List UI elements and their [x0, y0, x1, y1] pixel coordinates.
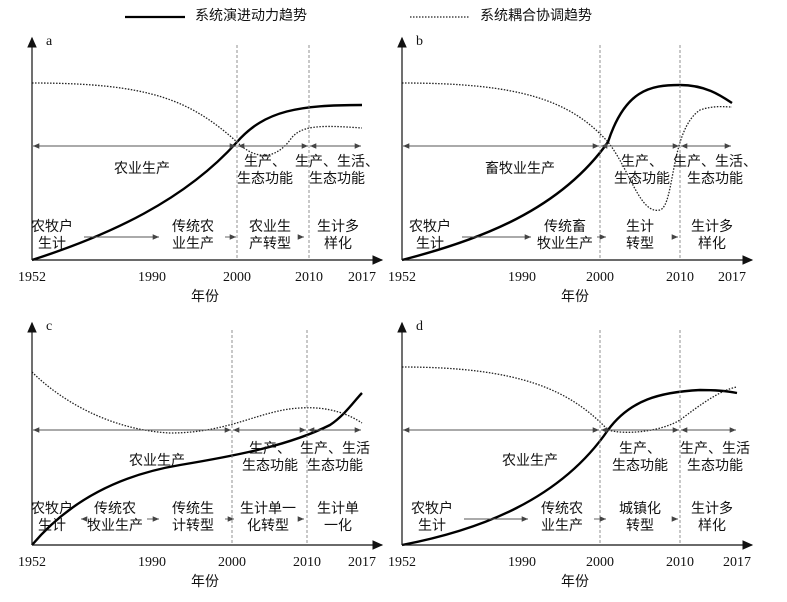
x-tick-label: 2000	[586, 555, 614, 570]
livelihood-label: 样化	[698, 236, 726, 252]
x-tick-label: 1952	[18, 270, 46, 285]
livelihood-label: 牧业生产	[87, 518, 143, 534]
stage-label: 畜牧业生产	[485, 161, 555, 177]
x-axis-label: 年份	[191, 574, 219, 590]
livelihood-label: 计转型	[172, 518, 214, 534]
dynamics-curve	[31, 392, 363, 546]
x-tick-label: 2017	[718, 270, 746, 285]
stage-label: 生产、生活、	[295, 154, 379, 170]
livelihood-label: 农牧户	[411, 500, 453, 517]
x-tick-label: 2010	[295, 270, 323, 285]
stage-label: 生态功能	[242, 458, 298, 474]
stage-label: 生产、生活	[300, 441, 370, 457]
x-tick-label: 2017	[348, 270, 376, 285]
coupling-curve	[401, 82, 733, 211]
stage-label: 生态功能	[687, 458, 743, 474]
x-tick-label: 1990	[138, 270, 166, 285]
x-tick-label: 1952	[388, 555, 416, 570]
x-tick-label: 1990	[508, 270, 536, 285]
livelihood-label: 农业生	[249, 219, 291, 235]
coupling-curve	[31, 82, 363, 156]
stage-label: 农业生产	[129, 453, 185, 469]
x-tick-label: 1990	[138, 555, 166, 570]
x-tick-label: 1952	[388, 270, 416, 285]
livelihood-label: 样化	[698, 518, 726, 534]
stage-label: 生态功能	[237, 171, 293, 187]
livelihood-label: 一化	[324, 518, 352, 534]
stage-label: 农业生产	[114, 161, 170, 177]
livelihood-label: 转型	[626, 518, 654, 534]
coupling-curve	[401, 366, 738, 433]
coupling-curve	[31, 371, 363, 434]
panel-label: b	[416, 34, 423, 49]
x-axis-label: 年份	[191, 289, 219, 305]
legend-label: 系统演进动力趋势	[195, 8, 307, 24]
x-tick-label: 2000	[223, 270, 251, 285]
livelihood-label: 生计单一	[240, 501, 296, 517]
livelihood-label: 农牧户	[31, 218, 73, 235]
livelihood-label: 牧业生产	[537, 236, 593, 252]
livelihood-label: 业生产	[172, 236, 214, 252]
dynamics-curve	[401, 83, 733, 262]
livelihood-label: 生计多	[317, 218, 359, 235]
livelihood-label: 产转型	[249, 236, 291, 252]
livelihood-label: 转型	[626, 236, 654, 252]
livelihood-label: 传统生	[172, 501, 214, 517]
stage-label: 生态功能	[687, 171, 743, 187]
livelihood-label: 传统农	[94, 501, 136, 517]
livelihood-label: 生计	[38, 518, 66, 534]
x-tick-label: 2017	[348, 555, 376, 570]
panel-label: c	[46, 319, 52, 334]
stage-label: 生产、	[244, 154, 286, 170]
livelihood-label: 化转型	[247, 518, 289, 534]
stage-label: 生态功能	[614, 171, 670, 187]
livelihood-label: 生计	[626, 219, 654, 235]
panel-label: a	[46, 34, 53, 49]
stage-label: 生产、	[621, 154, 663, 170]
x-axis-label: 年份	[561, 574, 589, 590]
livelihood-label: 生计多	[691, 500, 733, 517]
stage-label: 生产、生活	[680, 441, 750, 457]
livelihood-label: 传统农	[541, 501, 583, 517]
stage-label: 生态功能	[307, 458, 363, 474]
livelihood-label: 样化	[324, 236, 352, 252]
stage-label: 生产、	[619, 441, 661, 457]
livelihood-label: 传统畜	[544, 219, 586, 235]
livelihood-label: 城镇化	[619, 501, 661, 517]
x-tick-label: 2017	[723, 555, 751, 570]
stage-label: 农业生产	[502, 453, 558, 469]
dynamics-curve	[401, 388, 738, 547]
x-tick-label: 1990	[508, 555, 536, 570]
livelihood-label: 业生产	[541, 518, 583, 534]
x-tick-label: 2010	[666, 270, 694, 285]
livelihood-label: 生计	[38, 236, 66, 252]
livelihood-label: 农牧户	[409, 218, 451, 235]
x-tick-label: 2010	[666, 555, 694, 570]
x-tick-label: 2000	[586, 270, 614, 285]
stage-label: 生态功能	[612, 458, 668, 474]
livelihood-label: 生计多	[691, 218, 733, 235]
livelihood-label: 农牧户	[31, 500, 73, 517]
stage-label: 生产、生活、	[673, 154, 757, 170]
stage-label: 生态功能	[309, 171, 365, 187]
stage-label: 生产、	[249, 441, 291, 457]
curves	[31, 82, 738, 547]
livelihood-label: 生计	[416, 236, 444, 252]
livelihood-label: 传统农	[172, 219, 214, 235]
legend-label: 系统耦合协调趋势	[480, 8, 592, 24]
x-tick-label: 2000	[218, 555, 246, 570]
x-tick-label: 1952	[18, 555, 46, 570]
x-axis-label: 年份	[561, 289, 589, 305]
livelihood-label: 生计单	[317, 501, 359, 517]
livelihood-label: 生计	[418, 518, 446, 534]
x-tick-label: 2010	[293, 555, 321, 570]
panel-label: d	[416, 319, 423, 334]
